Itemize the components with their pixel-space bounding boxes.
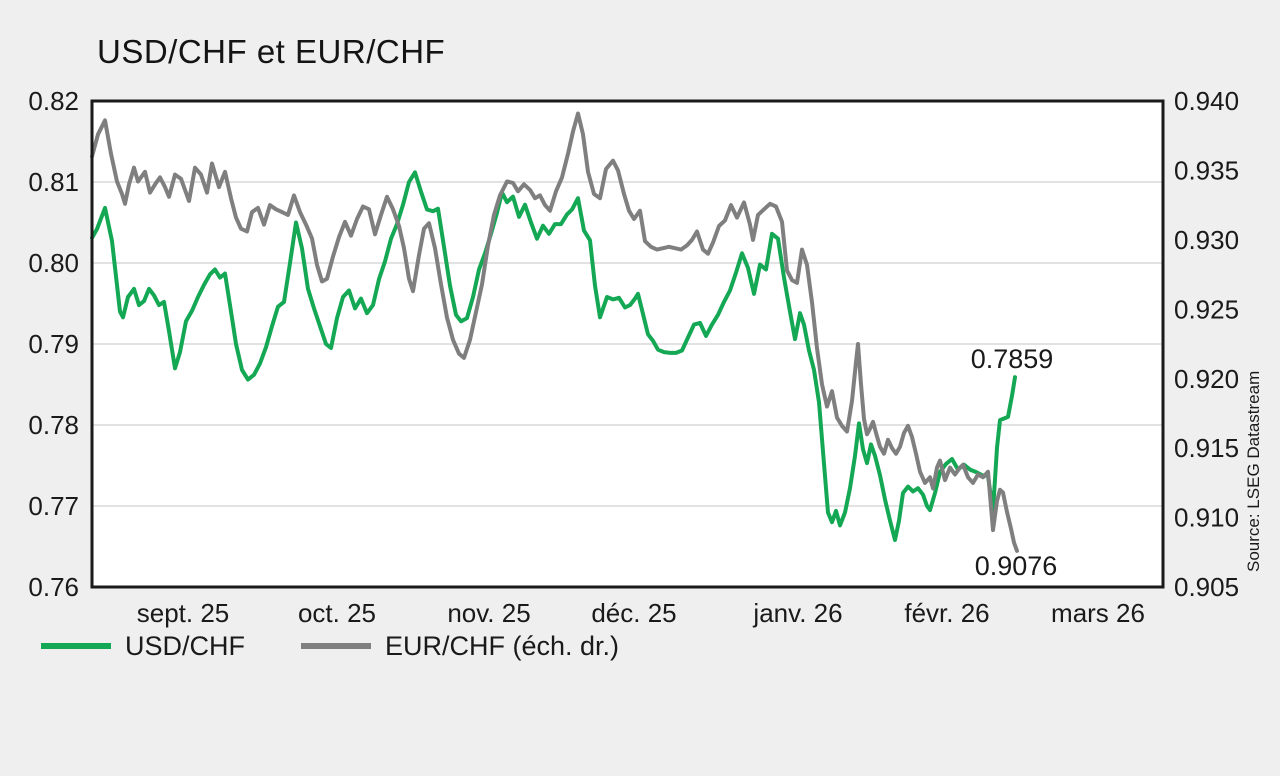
x-axis-tick-label: nov. 25 [447, 598, 530, 628]
usd-chf-line-swatch [41, 643, 111, 649]
eur-chf-line-swatch [301, 643, 371, 649]
usd-chf-line [90, 170, 1017, 542]
y-axis-right-tick-label: 0.935 [1174, 156, 1239, 186]
legend-item-eur-chf: EUR/CHF (éch. dr.) [301, 631, 619, 662]
y-axis-left-tick-label: 0.76 [28, 572, 79, 602]
x-axis-tick-label: déc. 25 [591, 598, 676, 628]
legend-label-usd-chf: USD/CHF [125, 630, 245, 661]
x-axis-tick-label: sept. 25 [137, 598, 230, 628]
eur-chf-end-value-label: 0.9076 [975, 551, 1058, 581]
y-axis-right-tick-label: 0.920 [1174, 364, 1239, 394]
y-axis-right-tick-label: 0.930 [1174, 225, 1239, 255]
chart-title: USD/CHF et EUR/CHF [97, 33, 446, 70]
y-axis-left-tick-label: 0.79 [28, 329, 79, 359]
y-axis-left-tick-label: 0.80 [28, 248, 79, 278]
y-axis-left-tick-label: 0.78 [28, 410, 79, 440]
eur-chf-line [90, 111, 1019, 553]
y-axis-left-tick-label: 0.77 [28, 491, 79, 521]
y-axis-right-tick-label: 0.925 [1174, 294, 1239, 324]
x-axis-tick-label: mars 26 [1051, 598, 1145, 628]
legend-label-eur-chf: EUR/CHF (éch. dr.) [385, 630, 620, 661]
x-axis-tick-label: févr. 26 [904, 598, 989, 628]
legend-item-usd-chf: USD/CHF [41, 631, 245, 662]
y-axis-left-tick-label: 0.81 [28, 167, 79, 197]
y-axis-right-tick-label: 0.940 [1174, 86, 1239, 116]
y-axis-right-tick-label: 0.905 [1174, 572, 1239, 602]
usd-chf-end-value-label: 0.7859 [971, 344, 1054, 374]
y-axis-right-tick-label: 0.915 [1174, 433, 1239, 463]
source-note: Source: LSEG Datastream [1244, 371, 1263, 572]
plot-border [90, 99, 1165, 589]
y-axis-left-tick-label: 0.82 [28, 86, 79, 116]
chart-legend: USD/CHF EUR/CHF (éch. dr.) [41, 631, 619, 661]
x-axis-tick-label: oct. 25 [298, 598, 376, 628]
x-axis-tick-label: janv. 26 [752, 598, 842, 628]
y-axis-right-tick-label: 0.910 [1174, 503, 1239, 533]
